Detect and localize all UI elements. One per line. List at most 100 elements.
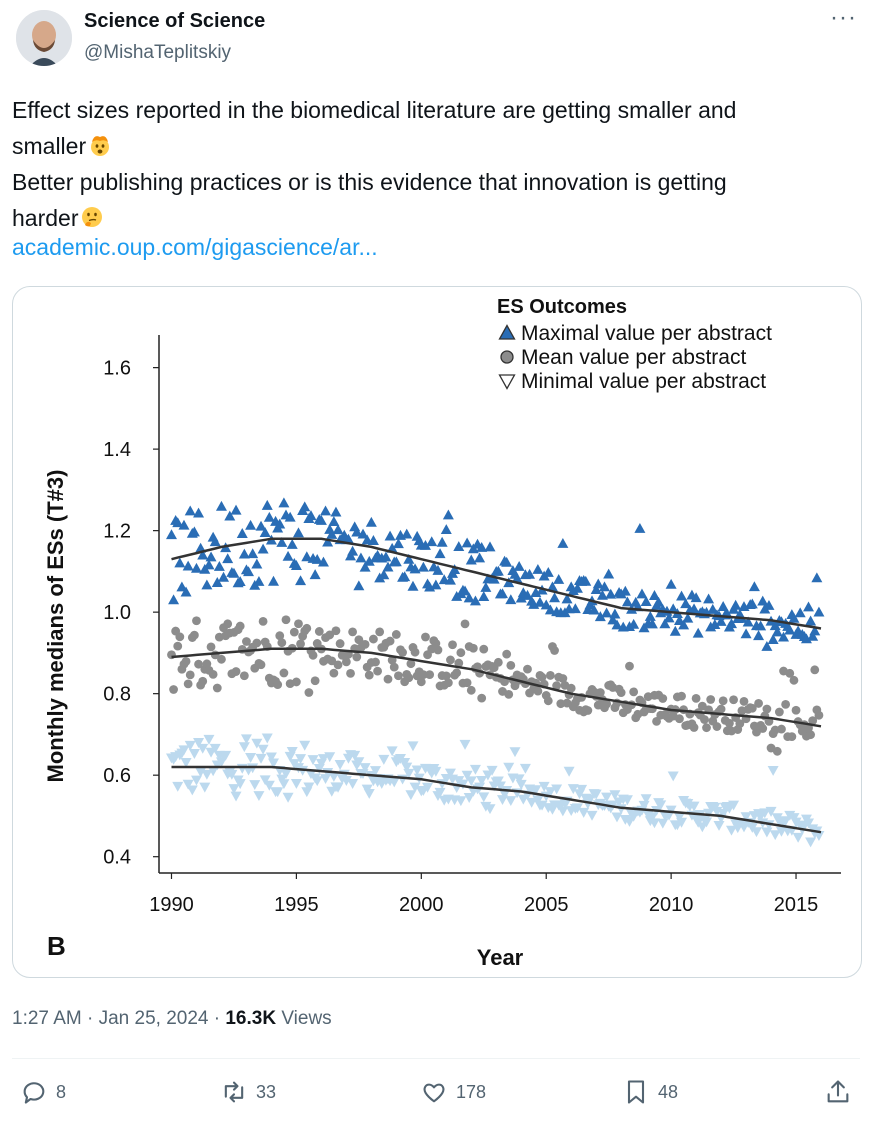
data-point (242, 637, 251, 646)
data-point (524, 568, 536, 579)
data-point (251, 738, 263, 749)
data-point (755, 620, 767, 631)
data-point (392, 538, 404, 549)
data-point (540, 599, 552, 610)
data-point (212, 683, 222, 693)
data-point (330, 506, 342, 517)
repost-button[interactable]: 33 (220, 1078, 276, 1106)
data-point (640, 794, 652, 805)
data-point (509, 747, 521, 758)
data-point (792, 832, 804, 843)
data-point (476, 775, 488, 786)
data-point (422, 782, 434, 793)
data-point (355, 552, 367, 563)
data-point (236, 528, 248, 538)
data-point (389, 662, 399, 672)
reply-button[interactable]: 8 (20, 1078, 66, 1106)
data-point (186, 785, 198, 796)
data-point (188, 526, 200, 537)
data-point (513, 774, 525, 785)
data-point (640, 596, 652, 606)
like-button[interactable]: 178 (420, 1078, 486, 1106)
data-point (240, 734, 252, 745)
data-point (307, 755, 319, 766)
data-point (602, 699, 611, 709)
data-point (197, 549, 209, 560)
data-point (249, 780, 261, 791)
data-point (713, 820, 725, 831)
data-point (276, 536, 288, 547)
data-point (638, 800, 650, 811)
data-point (245, 519, 257, 530)
data-point (646, 812, 658, 823)
tweet-text-fragment: smaller (12, 133, 87, 159)
data-point (310, 676, 320, 686)
data-point (603, 568, 615, 579)
tweet-text: Effect sizes reported in the biomedical … (12, 92, 852, 236)
data-point (534, 596, 546, 607)
data-point (543, 696, 553, 706)
data-point (725, 618, 737, 629)
avatar[interactable] (16, 10, 72, 66)
author-handle[interactable]: @MishaTeplitskiy (84, 42, 232, 63)
bookmark-button[interactable]: 48 (622, 1078, 678, 1106)
data-point (746, 598, 758, 609)
data-point (523, 664, 532, 674)
data-point (648, 818, 660, 829)
data-point (611, 812, 623, 823)
data-point (308, 650, 318, 660)
data-point (305, 510, 317, 521)
data-point (416, 677, 426, 687)
data-point (774, 707, 784, 717)
data-point (263, 511, 275, 522)
article-link[interactable]: academic.oup.com/gigascience/ar... (12, 234, 378, 260)
data-point (299, 501, 311, 512)
data-point (762, 704, 772, 714)
y-axis-title: Monthly medians of ESs (T#3) (43, 470, 68, 783)
data-point (304, 688, 314, 697)
data-point (532, 795, 544, 806)
data-point (551, 784, 563, 795)
data-point (255, 520, 267, 531)
data-point (478, 792, 490, 803)
data-point (748, 581, 760, 592)
data-point (340, 776, 352, 786)
data-point (209, 743, 221, 754)
data-point (621, 795, 633, 806)
data-point (201, 579, 213, 590)
data-point (417, 561, 429, 572)
data-point (455, 796, 467, 807)
data-point (351, 526, 363, 537)
tweet-timestamp[interactable]: 1:27 AM · Jan 25, 2024 · (12, 1008, 226, 1029)
data-point (347, 779, 359, 789)
data-point (571, 582, 583, 593)
data-point (353, 757, 365, 768)
data-point (658, 694, 668, 703)
data-point (730, 599, 742, 610)
data-point (228, 567, 240, 578)
data-point (406, 659, 416, 669)
data-point (430, 766, 442, 777)
chart-image[interactable]: 0.4 0.6 0.8 1.0 1.2 1.4 1.6 1990 1995 2000 2005 201… (12, 286, 862, 978)
data-point (511, 573, 523, 583)
data-point (375, 627, 385, 637)
like-count: 178 (456, 1081, 487, 1102)
author-name[interactable]: Science of Science (84, 10, 266, 32)
data-point (203, 559, 215, 570)
more-options-icon[interactable]: ··· (830, 4, 857, 31)
data-point (803, 601, 815, 612)
data-point (557, 538, 569, 548)
data-point (655, 800, 667, 811)
data-point (434, 548, 446, 559)
data-point (563, 766, 575, 777)
legend-marker (498, 374, 516, 390)
data-point (359, 561, 371, 572)
data-point (290, 560, 302, 570)
share-button[interactable] (824, 1078, 860, 1106)
data-point (586, 810, 598, 821)
data-point (217, 654, 226, 664)
data-point (813, 831, 825, 841)
data-point (735, 719, 745, 729)
data-point (648, 590, 660, 600)
data-point (255, 753, 267, 764)
